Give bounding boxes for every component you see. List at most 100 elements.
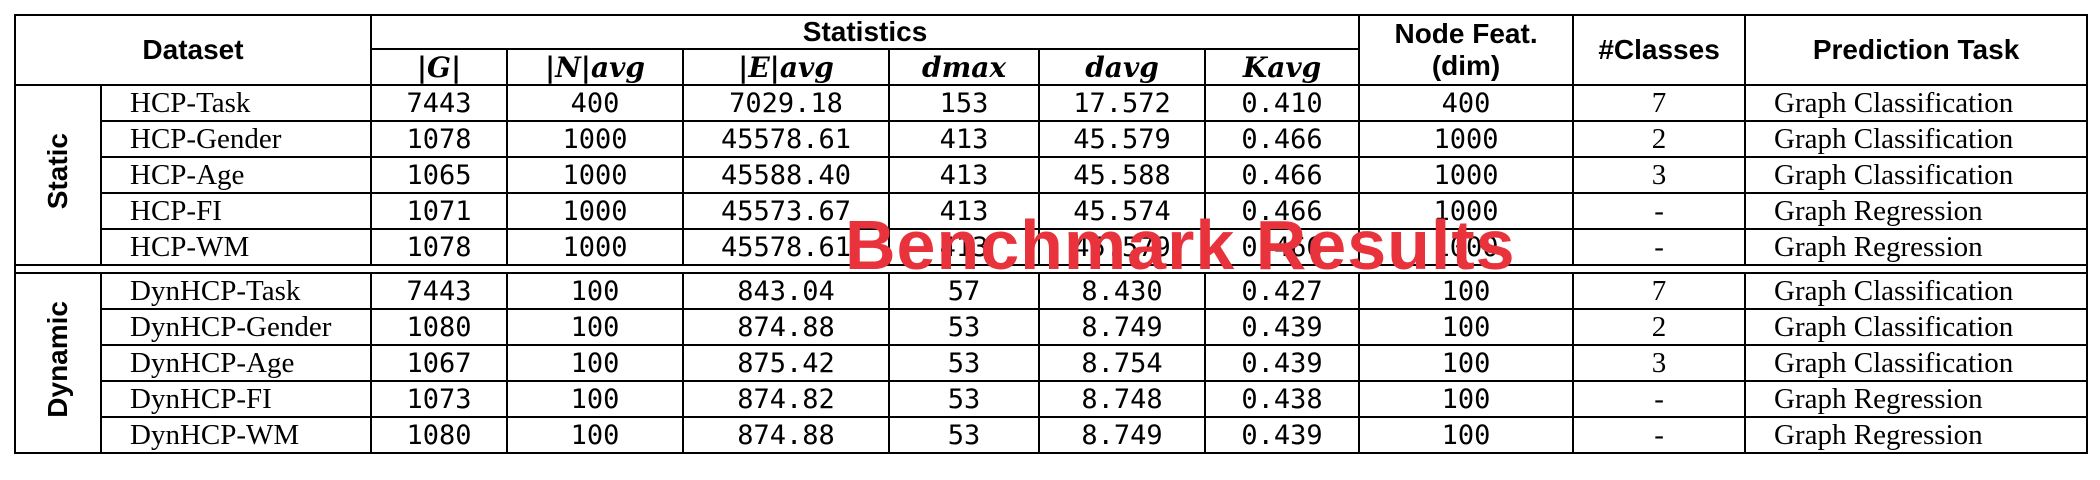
cell-feat: 1000: [1358, 192, 1575, 230]
cell-e: 45573.67: [682, 192, 891, 230]
cell-classes: 7: [1572, 84, 1747, 122]
cell-n: 100: [506, 344, 685, 382]
cell-davg: 8.749: [1038, 308, 1207, 346]
cell-dmax: 413: [888, 228, 1041, 266]
dataset-name: HCP-Age: [99, 156, 373, 194]
cell-n: 100: [506, 416, 685, 454]
dataset-name: DynHCP-Task: [99, 272, 373, 310]
cell-task: Graph Regression: [1744, 416, 2089, 454]
cell-e: 45578.61: [682, 120, 891, 158]
cell-davg: 8.748: [1038, 380, 1207, 418]
cell-feat: 100: [1358, 380, 1575, 418]
cell-dmax: 53: [888, 380, 1041, 418]
cell-k: 0.466: [1204, 228, 1361, 266]
cell-k: 0.439: [1204, 344, 1361, 382]
cell-davg: 17.572: [1038, 84, 1207, 122]
cell-g: 1080: [370, 308, 509, 346]
cell-g: 1078: [370, 120, 509, 158]
header-prediction-task: Prediction Task: [1744, 14, 2089, 86]
cell-n: 100: [506, 308, 685, 346]
cell-davg: 8.430: [1038, 272, 1207, 310]
cell-n: 1000: [506, 156, 685, 194]
cell-classes: 2: [1572, 120, 1747, 158]
cell-k: 0.427: [1204, 272, 1361, 310]
cell-davg: 45.579: [1038, 228, 1207, 266]
cell-n: 1000: [506, 120, 685, 158]
table-row: Static HCP-Task 7443 400 7029.18 153 17.…: [14, 84, 2089, 266]
group-separator: [13, 264, 2089, 274]
header-statistics: Statistics: [370, 14, 1361, 50]
cell-e: 874.88: [682, 416, 891, 454]
cell-feat: 100: [1358, 416, 1575, 454]
cell-e: 45578.61: [682, 228, 891, 266]
cell-davg: 45.588: [1038, 156, 1207, 194]
cell-classes: -: [1572, 228, 1747, 266]
cell-davg: 45.579: [1038, 120, 1207, 158]
cell-n: 100: [506, 272, 685, 310]
cell-e: 874.82: [682, 380, 891, 418]
dataset-name: HCP-FI: [99, 192, 373, 230]
cell-g: 1073: [370, 380, 509, 418]
table-row: HCP-Age 1065 1000 45588.40 413 45.588 0.…: [15, 156, 2089, 194]
header-stat-nodes-avg: |N|avg: [506, 48, 685, 86]
cell-classes: 3: [1572, 156, 1747, 194]
cell-task: Graph Regression: [1744, 192, 2089, 230]
benchmark-table-container: Dataset Statistics Node Feat. (dim) #Cla…: [13, 14, 2089, 454]
cell-davg: 45.574: [1038, 192, 1207, 230]
cell-feat: 1000: [1358, 120, 1575, 158]
cell-g: 1067: [370, 344, 509, 382]
cell-g: 7443: [370, 272, 509, 310]
cell-classes: -: [1572, 380, 1747, 418]
cell-n: 1000: [506, 228, 685, 266]
cell-task: Graph Classification: [1744, 120, 2089, 158]
cell-dmax: 413: [888, 120, 1041, 158]
header-node-feat-line1: Node Feat.: [1394, 18, 1538, 49]
cell-feat: 400: [1358, 84, 1575, 122]
dataset-name: HCP-Task: [99, 84, 373, 122]
cell-classes: 2: [1572, 308, 1747, 346]
cell-dmax: 53: [888, 308, 1041, 346]
cell-g: 1078: [370, 228, 509, 266]
cell-task: Graph Regression: [1744, 228, 2089, 266]
cell-classes: 7: [1572, 272, 1747, 310]
header-stat-kavg: Kavg: [1204, 48, 1361, 86]
table-row: HCP-WM 1078 1000 45578.61 413 45.579 0.4…: [15, 228, 2089, 266]
dataset-name: DynHCP-Age: [99, 344, 373, 382]
cell-task: Graph Classification: [1744, 156, 2089, 194]
cell-k: 0.438: [1204, 380, 1361, 418]
header-classes: #Classes: [1572, 14, 1747, 86]
cell-dmax: 413: [888, 156, 1041, 194]
cell-dmax: 413: [888, 192, 1041, 230]
dataset-name: DynHCP-FI: [99, 380, 373, 418]
static-group: Static HCP-Task 7443 400 7029.18 153 17.…: [13, 84, 2089, 274]
cell-g: 1080: [370, 416, 509, 454]
group-label-static: Static: [14, 84, 102, 266]
header-stat-dmax: dmax: [888, 48, 1041, 86]
dataset-name: HCP-Gender: [99, 120, 373, 158]
cell-dmax: 53: [888, 416, 1041, 454]
table-row: HCP-Gender 1078 1000 45578.61 413 45.579…: [15, 120, 2089, 158]
cell-task: Graph Classification: [1744, 84, 2089, 122]
cell-feat: 100: [1358, 308, 1575, 346]
cell-k: 0.439: [1204, 416, 1361, 454]
benchmark-table: Dataset Statistics Node Feat. (dim) #Cla…: [13, 14, 2089, 454]
cell-task: Graph Classification: [1744, 344, 2089, 382]
header-stat-edges-avg: |E|avg: [682, 48, 891, 86]
cell-e: 874.88: [682, 308, 891, 346]
cell-task: Graph Classification: [1744, 272, 2089, 310]
cell-k: 0.466: [1204, 192, 1361, 230]
cell-e: 7029.18: [682, 84, 891, 122]
cell-feat: 100: [1358, 344, 1575, 382]
dataset-name: DynHCP-Gender: [99, 308, 373, 346]
cell-dmax: 53: [888, 344, 1041, 382]
cell-classes: -: [1572, 192, 1747, 230]
cell-k: 0.410: [1204, 84, 1361, 122]
dataset-name: HCP-WM: [99, 228, 373, 266]
table-row: DynHCP-FI 1073 100 874.82 53 8.748 0.438…: [15, 380, 2089, 418]
cell-g: 1065: [370, 156, 509, 194]
cell-g: 7443: [370, 84, 509, 122]
cell-davg: 8.754: [1038, 344, 1207, 382]
cell-k: 0.466: [1204, 156, 1361, 194]
group-label-dynamic: Dynamic: [14, 272, 102, 454]
cell-g: 1071: [370, 192, 509, 230]
